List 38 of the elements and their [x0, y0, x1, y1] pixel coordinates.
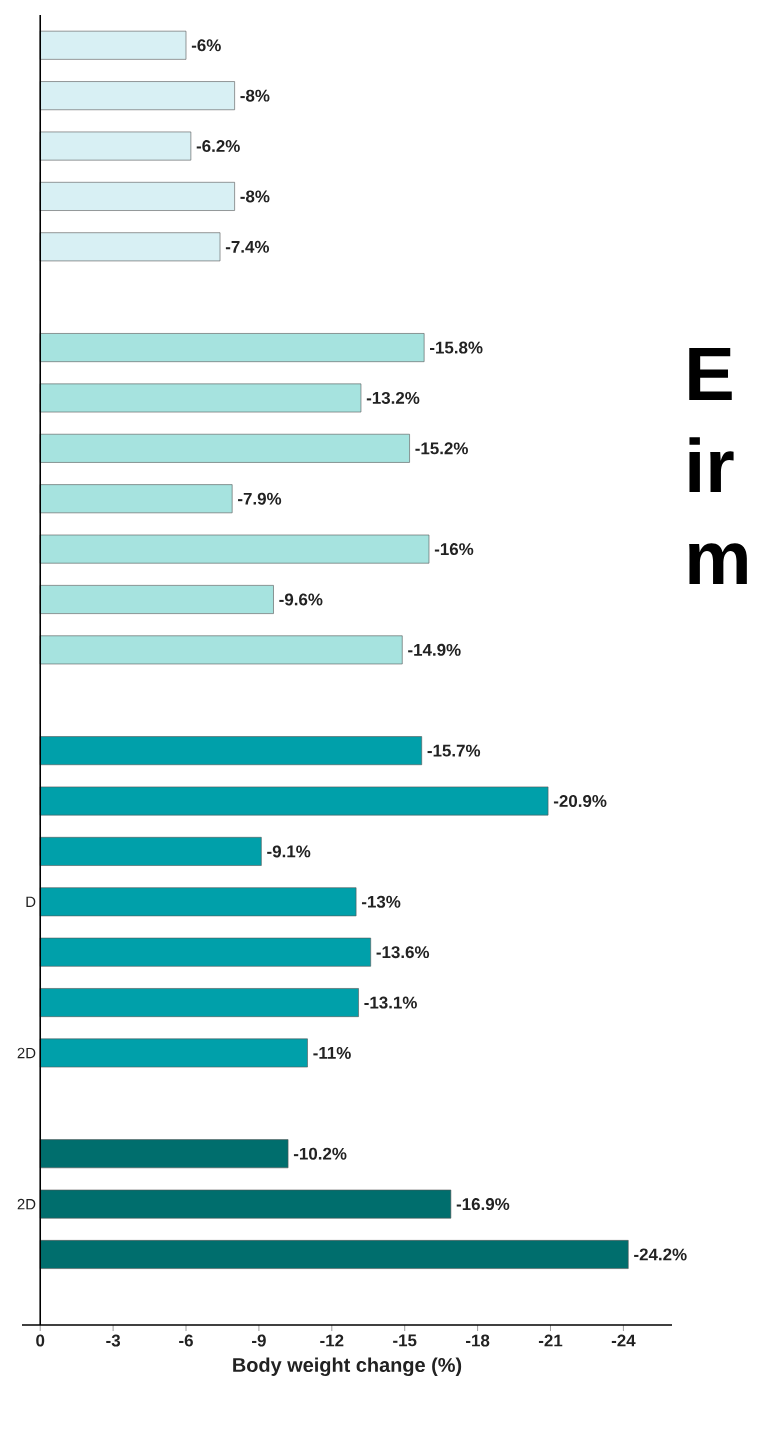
- x-tick-label: -24: [611, 1334, 636, 1347]
- data-label: -14.9%: [408, 643, 461, 656]
- x-tick-label: -6: [179, 1334, 193, 1347]
- x-tick-label: -18: [466, 1334, 490, 1347]
- data-label: -13.2%: [366, 391, 420, 404]
- y-tick-label: D: [26, 896, 36, 907]
- x-tick-label: -3: [106, 1334, 121, 1347]
- data-label: -20.9%: [553, 795, 607, 808]
- x-tick-label: 0: [36, 1334, 45, 1347]
- data-label: -15.2%: [415, 442, 468, 455]
- data-label: -7.4%: [225, 240, 270, 253]
- data-label: -24.2%: [634, 1248, 687, 1261]
- data-label: -13%: [361, 895, 401, 908]
- x-tick-label: -12: [320, 1334, 344, 1347]
- data-label: -13.6%: [376, 946, 430, 959]
- x-tick-label: -21: [538, 1334, 563, 1347]
- text: ir: [689, 437, 734, 492]
- x-tick-label: -9: [252, 1334, 266, 1347]
- data-label: -13.1%: [364, 996, 417, 1009]
- data-label: -15.8%: [430, 341, 483, 354]
- x-axis-title: Body weight change (%): [233, 1357, 462, 1377]
- data-label: -9.1%: [267, 845, 311, 858]
- data-label: -16%: [434, 543, 474, 556]
- data-label: -16.9%: [456, 1198, 510, 1211]
- data-label: -10.2%: [293, 1147, 347, 1160]
- text: m: [689, 543, 747, 584]
- data-label: -8%: [240, 89, 270, 102]
- data-label: -11%: [313, 1046, 351, 1059]
- data-label: -15.7%: [427, 744, 481, 757]
- y-tick-label: 2D: [17, 1198, 36, 1210]
- data-label: -7.9%: [238, 492, 282, 505]
- x-tick-label: -15: [393, 1334, 417, 1347]
- y-tick-label: 2D: [17, 1047, 36, 1059]
- text: E: [689, 347, 732, 400]
- data-label: -8%: [240, 190, 270, 203]
- data-label: -6.2%: [196, 140, 240, 153]
- data-label: -9.6%: [279, 593, 323, 606]
- data-label: -6%: [191, 39, 221, 52]
